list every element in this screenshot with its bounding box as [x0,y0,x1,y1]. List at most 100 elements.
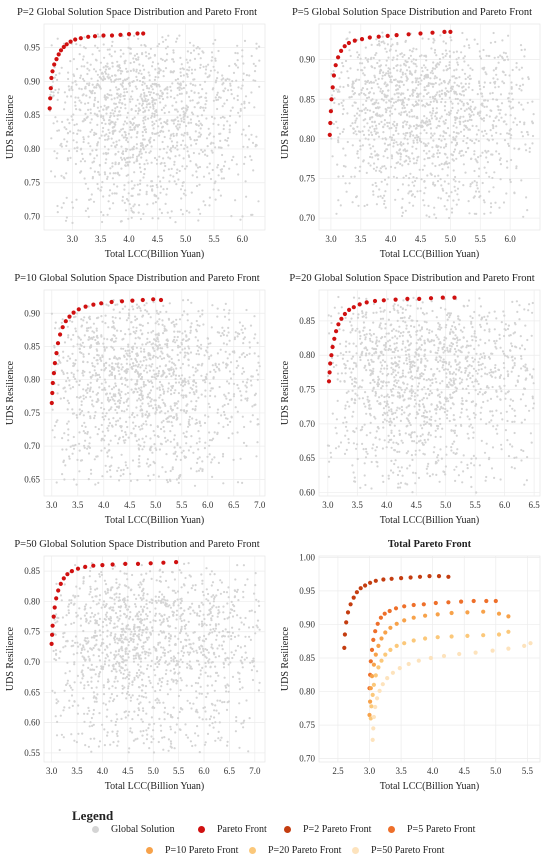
global-solution-point [510,158,513,162]
global-solution-point [100,315,103,318]
global-solution-point [515,165,518,168]
global-solution-point [441,52,444,56]
global-solution-point [421,311,424,314]
global-solution-point [199,122,202,125]
global-solution-point [233,62,237,65]
global-solution-point [124,393,127,396]
global-solution-point [195,138,199,142]
global-solution-point [133,203,136,206]
global-solution-point [502,82,506,85]
global-solution-point [160,421,163,424]
global-solution-point [449,312,453,315]
global-solution-point [76,146,79,149]
global-solution-point [398,450,401,453]
global-solution-point [334,447,338,450]
global-solution-point [61,448,64,451]
global-solution-point [55,481,58,484]
global-solution-point [125,433,128,436]
global-solution-point [389,110,392,113]
global-solution-point [116,60,119,63]
global-solution-point [162,40,165,43]
global-solution-point [445,445,448,448]
global-solution-point [489,410,492,413]
global-solution-point [494,86,497,89]
global-solution-point [401,395,404,398]
global-solution-point [478,55,482,58]
global-solution-point [445,208,448,211]
global-solution-point [256,418,259,421]
global-solution-point [161,466,164,469]
global-solution-point [136,399,139,402]
global-solution-point [452,451,455,454]
global-solution-point [405,154,408,158]
global-solution-point [181,181,184,184]
global-solution-point [91,364,94,367]
global-solution-point [171,409,174,412]
global-solution-point [213,117,216,120]
global-solution-point [483,201,486,204]
global-solution-point [123,184,126,187]
global-solution-point [442,40,445,43]
global-solution-point [88,389,91,393]
global-solution-point [119,114,122,117]
global-solution-point [96,433,99,436]
global-solution-point [366,96,369,100]
x-tick-label: 5.0 [180,234,192,244]
global-solution-point [82,120,85,123]
global-solution-point [426,472,429,475]
global-solution-point [248,101,251,104]
global-solution-point [156,131,159,134]
global-solution-point [99,68,102,71]
global-solution-point [457,369,460,372]
global-solution-point [517,148,520,151]
global-solution-point [141,332,144,335]
global-solution-point [364,118,367,121]
pareto-point [328,120,333,126]
global-solution-point [250,375,253,378]
global-solution-point [145,364,148,367]
global-solution-point [203,80,207,83]
global-solution-point [351,122,354,125]
global-solution-point [440,162,443,165]
global-solution-point [144,109,147,112]
global-solution-point [146,103,149,106]
global-solution-point [468,212,471,215]
global-solution-point [249,324,253,327]
global-solution-point [183,347,186,350]
global-solution-point [253,337,256,340]
global-solution-point [138,79,142,83]
global-solution-point [338,77,341,80]
global-solution-point [58,360,61,363]
global-solution-point [520,179,523,182]
global-solution-point [163,111,166,115]
global-solution-point [125,319,128,322]
global-solution-point [162,369,165,372]
global-solution-point [117,369,120,372]
global-solution-point [161,319,164,322]
global-solution-point [150,445,153,448]
global-solution-point [146,337,149,340]
global-solution-point [104,415,107,418]
global-solution-point [109,469,112,472]
global-solution-point [93,170,96,173]
global-solution-point [159,427,163,431]
global-solution-point [187,364,190,367]
global-solution-point [185,92,188,95]
global-solution-point [393,424,396,427]
global-solution-point [108,131,111,134]
global-solution-point [395,162,398,165]
global-solution-point [90,193,93,196]
global-solution-point [416,376,419,379]
global-solution-point [461,31,464,35]
global-solution-point [83,79,86,82]
global-solution-point [103,369,106,372]
global-solution-point [403,63,406,66]
global-solution-point [178,381,181,384]
global-solution-point [150,180,154,183]
global-solution-point [439,146,442,149]
global-solution-point [130,209,133,212]
global-solution-point [399,113,402,116]
global-solution-point [166,439,169,442]
global-solution-point [459,130,463,133]
global-solution-point [132,421,135,424]
